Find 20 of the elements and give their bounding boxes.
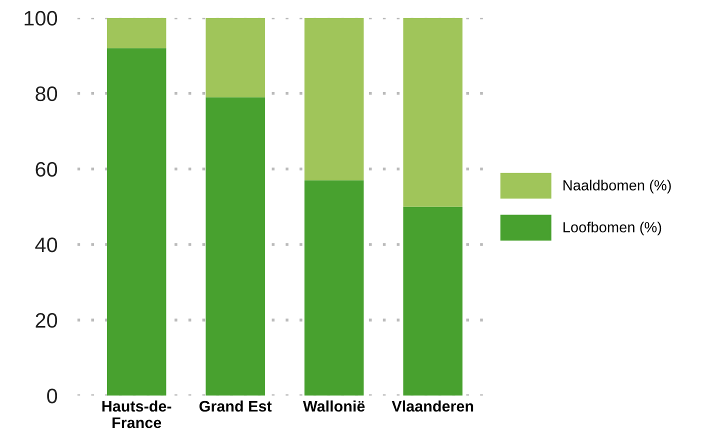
bar xyxy=(206,97,265,396)
x-tick-label: Vlaanderen xyxy=(392,400,474,412)
y-tick-label: 60 xyxy=(36,162,58,177)
bar xyxy=(106,48,166,396)
y-tick-label: 0 xyxy=(47,388,58,404)
x-tick-label: Wallonië xyxy=(302,400,365,412)
bar xyxy=(206,18,265,98)
bar xyxy=(106,18,166,48)
bar xyxy=(304,18,364,180)
legend-label: Naaldbomen (%) xyxy=(564,180,671,194)
x-tick-label: Grand Est xyxy=(199,400,272,412)
legend-label: Loofbomen (%) xyxy=(564,222,662,236)
y-tick-label: 100 xyxy=(24,10,58,26)
y-tick-label: 40 xyxy=(35,238,58,252)
y-tick-label: 80 xyxy=(36,86,58,102)
bar xyxy=(304,180,364,396)
x-tick-label: Hauts-de- France xyxy=(102,400,172,428)
y-tick-label: 20 xyxy=(36,313,58,328)
bar xyxy=(403,18,462,207)
bar xyxy=(403,206,462,396)
